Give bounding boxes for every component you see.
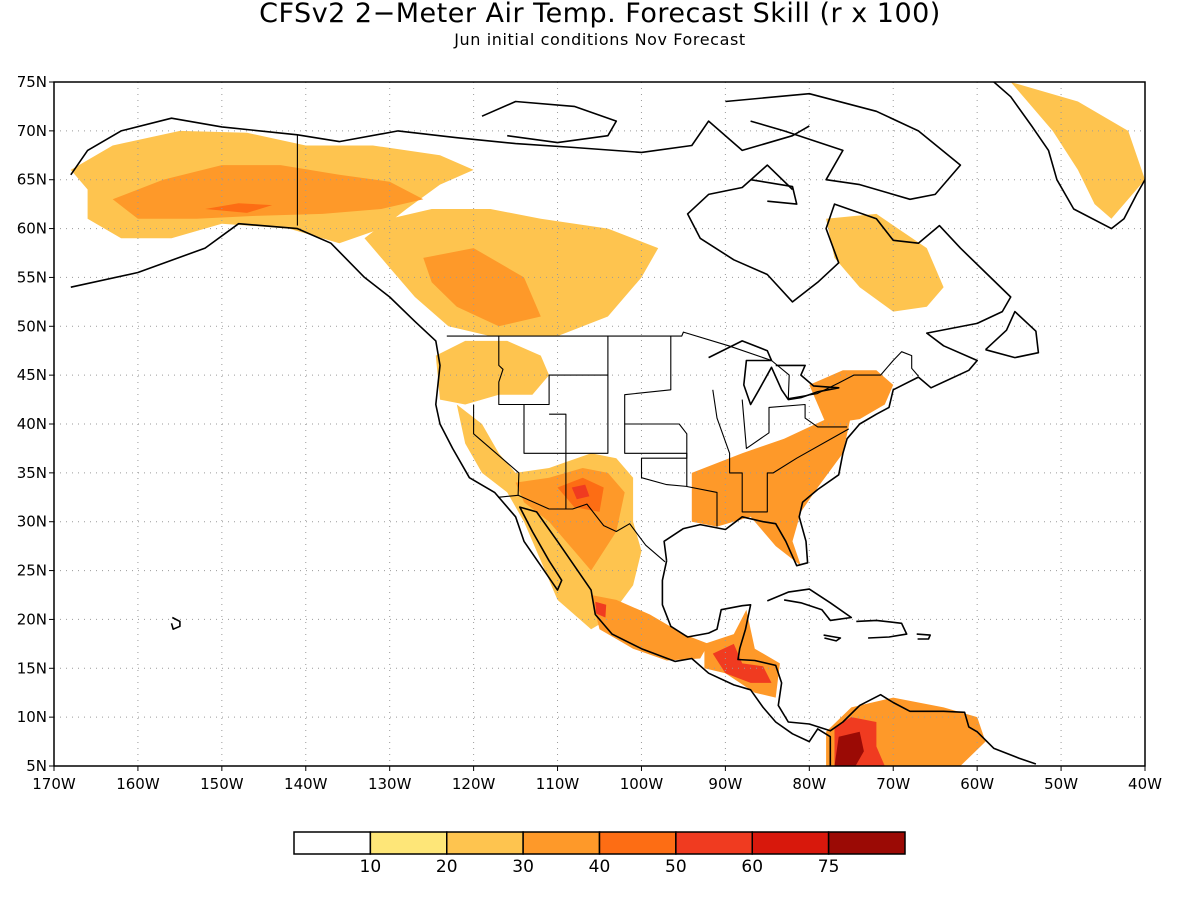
coastline-gulf-east-coast <box>663 164 1012 567</box>
lon-tick-label: 50W <box>1044 775 1078 793</box>
coastline-hawaii <box>170 616 181 631</box>
lon-tick-label: 160W <box>116 775 160 793</box>
coastline-great-lakes <box>708 340 840 406</box>
legend-swatch <box>598 831 677 855</box>
coastline-victoria-island <box>481 100 618 144</box>
lat-tick-label: 5N <box>26 757 47 775</box>
lat-tick-label: 10N <box>17 708 47 726</box>
skill-region-greenland <box>1010 82 1145 219</box>
colorbar-legend: 10 20 30 40 50 60 75 <box>293 831 906 877</box>
lon-tick-label: 150W <box>200 775 244 793</box>
lon-tick-label: 70W <box>876 775 910 793</box>
legend-label: 30 <box>512 857 534 877</box>
coastline-west-coast <box>70 222 832 766</box>
coastline-cuba <box>766 588 853 622</box>
skill-region-nw-us <box>435 340 550 405</box>
legend-swatch <box>446 831 524 855</box>
lat-tick-label: 25N <box>17 562 47 580</box>
legend-label: 60 <box>741 857 763 877</box>
lat-tick-label: 70N <box>17 122 47 140</box>
lat-tick-label: 75N <box>17 73 47 91</box>
legend-swatch <box>827 831 906 855</box>
coastline-baffin-island <box>725 92 962 201</box>
legend-label: 20 <box>436 857 458 877</box>
lon-tick-label: 120W <box>452 775 496 793</box>
legend-swatch <box>675 831 753 855</box>
skill-region-mexico-south <box>591 595 709 661</box>
lat-tick-label: 55N <box>17 268 47 286</box>
legend-label: 10 <box>360 857 382 877</box>
lon-tick-label: 90W <box>708 775 742 793</box>
border-state-borders-kansas <box>624 423 688 488</box>
border-state-borders-midwest <box>624 336 718 527</box>
lon-tick-label: 140W <box>284 775 328 793</box>
lon-tick-label: 60W <box>960 775 994 793</box>
border-state-borders-plains <box>565 375 609 509</box>
skill-region-mexico-hot <box>595 601 607 618</box>
legend-label: 50 <box>665 857 687 877</box>
coastline-newfoundland <box>984 310 1040 359</box>
legend-swatch <box>522 831 601 855</box>
map-subtitle: Jun initial conditions Nov Forecast <box>453 30 746 49</box>
lon-tick-label: 100W <box>620 775 664 793</box>
map-title: CFSv2 2−Meter Air Temp. Forecast Skill (… <box>259 0 941 29</box>
coastline-layer <box>70 82 1145 766</box>
border-state-borders-ohio <box>741 399 848 449</box>
map-plot-area: 75N 70N 65N 60N 55N 50N 45N 40N 35N 30N 25N 20N 15N 1… <box>17 73 1162 793</box>
lon-tick-label: 170W <box>32 775 76 793</box>
lat-tick-label: 20N <box>17 610 47 628</box>
border-state-borders-mississippi <box>712 389 850 513</box>
skill-region-central-america-hot <box>712 643 772 683</box>
legend-swatch <box>751 831 830 855</box>
lat-tick-label: 40N <box>17 415 47 433</box>
axis-ticks-layer: 75N 70N 65N 60N 55N 50N 45N 40N 35N 30N 25N 20N 15N 1… <box>17 73 1162 793</box>
lat-tick-label: 45N <box>17 366 47 384</box>
border-us-canada <box>446 331 919 400</box>
skill-region-s-america-peak <box>834 731 864 766</box>
skill-region-nw-canada-core <box>423 248 541 327</box>
lon-tick-label: 80W <box>792 775 826 793</box>
skill-region-alaska-hot <box>205 203 273 213</box>
legend-swatch <box>369 831 448 855</box>
lon-tick-label: 40W <box>1128 775 1162 793</box>
skill-region-alaska-core <box>112 165 424 219</box>
lon-tick-label: 110W <box>536 775 580 793</box>
border-state-borders-utah <box>523 404 567 454</box>
border-us-mexico <box>497 494 666 563</box>
legend-label: 40 <box>589 857 611 877</box>
legend-label: 75 <box>818 857 840 877</box>
lat-tick-label: 15N <box>17 659 47 677</box>
lon-tick-label: 130W <box>368 775 412 793</box>
skill-region-quebec-labrador <box>826 213 944 312</box>
lat-tick-label: 30N <box>17 513 47 531</box>
coastline-hispaniola <box>856 619 908 639</box>
border-state-borders-north <box>498 336 609 406</box>
lat-tick-label: 50N <box>17 317 47 335</box>
lat-tick-label: 35N <box>17 464 47 482</box>
coastline-alaska-coast <box>70 117 810 176</box>
coastline-southampton-island <box>750 178 798 205</box>
border-state-borders-west <box>473 404 520 496</box>
legend-swatch <box>293 831 372 855</box>
political-border-layer <box>296 134 919 563</box>
coastline-greenland-coast <box>993 82 1145 230</box>
lat-tick-label: 65N <box>17 171 47 189</box>
lat-tick-label: 60N <box>17 220 47 238</box>
skill-shading-layer <box>70 82 1145 766</box>
coastline-puerto-rico <box>916 633 932 640</box>
skill-region-sw-us-peak <box>571 484 590 500</box>
skill-region-northeast-us <box>809 370 894 424</box>
skill-region-southeast-us <box>691 414 852 566</box>
coastline-mexico-gulf <box>661 560 1037 765</box>
coastline-jamaica <box>823 634 842 642</box>
